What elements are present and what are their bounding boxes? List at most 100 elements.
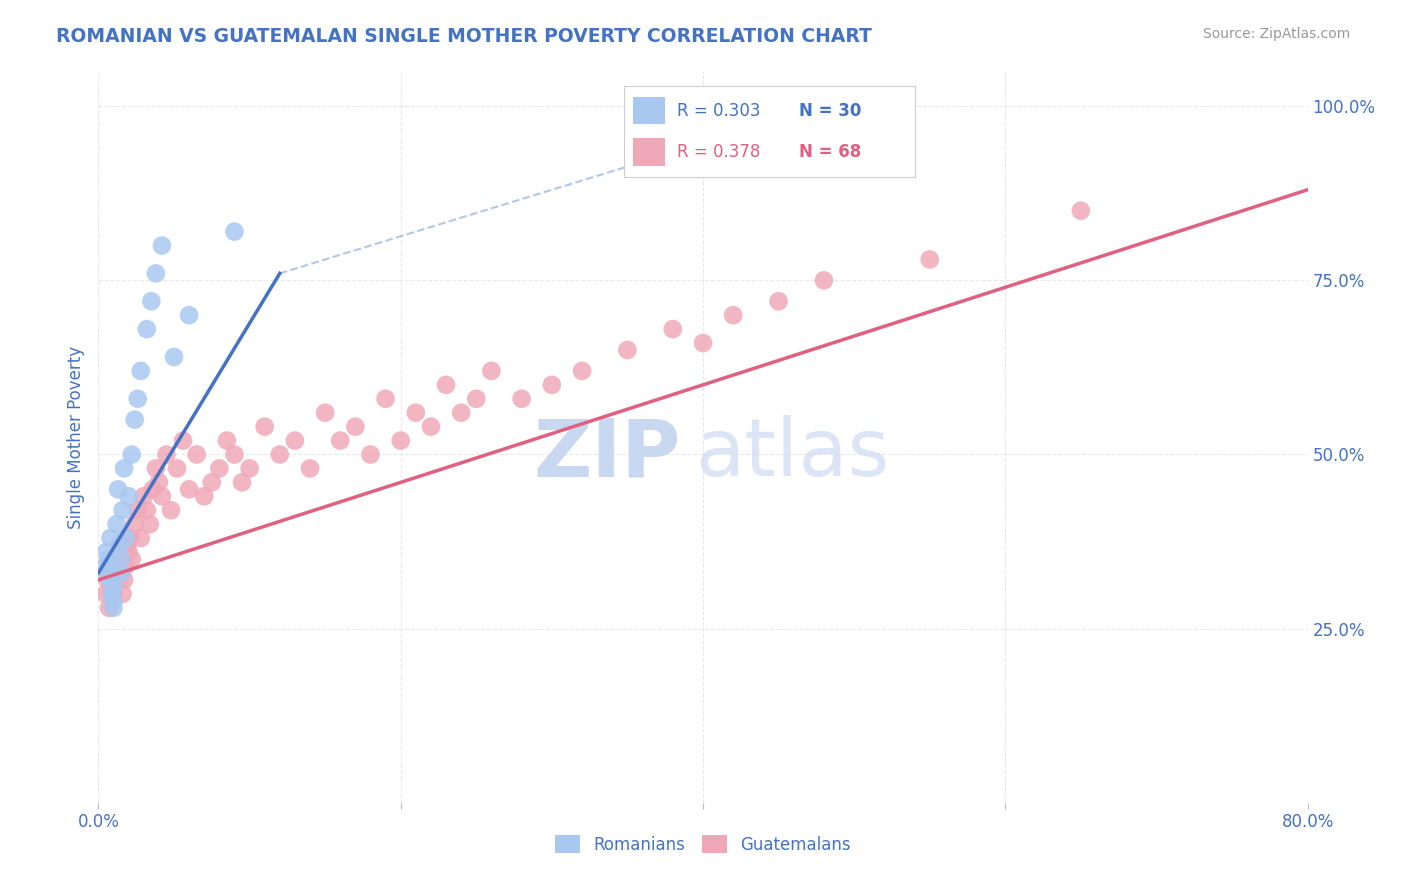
Point bbox=[481, 364, 503, 378]
Point bbox=[103, 600, 125, 615]
Point bbox=[112, 461, 135, 475]
Text: ZIP: ZIP bbox=[533, 416, 681, 493]
Point bbox=[193, 489, 215, 503]
Point bbox=[124, 517, 146, 532]
Point bbox=[299, 461, 322, 475]
Point bbox=[269, 448, 291, 462]
Point bbox=[405, 406, 427, 420]
Point bbox=[918, 252, 941, 267]
Point bbox=[1070, 203, 1092, 218]
Point bbox=[110, 552, 132, 566]
Point bbox=[360, 448, 382, 462]
Point bbox=[135, 322, 157, 336]
Point bbox=[111, 503, 134, 517]
Point bbox=[692, 336, 714, 351]
Point bbox=[166, 461, 188, 475]
Point bbox=[145, 266, 167, 280]
Point bbox=[96, 573, 118, 587]
Point bbox=[434, 377, 457, 392]
Point bbox=[139, 517, 162, 532]
Point bbox=[121, 552, 143, 566]
Point bbox=[94, 545, 117, 559]
Point bbox=[129, 364, 152, 378]
Point bbox=[768, 294, 790, 309]
Point bbox=[127, 392, 149, 406]
Point bbox=[118, 489, 141, 503]
Point bbox=[374, 392, 396, 406]
Text: ROMANIAN VS GUATEMALAN SINGLE MOTHER POVERTY CORRELATION CHART: ROMANIAN VS GUATEMALAN SINGLE MOTHER POV… bbox=[56, 27, 872, 45]
Point bbox=[465, 392, 488, 406]
Point bbox=[450, 406, 472, 420]
Point bbox=[201, 475, 224, 490]
Point bbox=[108, 545, 131, 559]
Point bbox=[118, 545, 141, 559]
Point bbox=[224, 448, 246, 462]
Point bbox=[145, 461, 167, 475]
Point bbox=[253, 419, 276, 434]
Point bbox=[571, 364, 593, 378]
Point bbox=[132, 489, 155, 503]
Point bbox=[110, 566, 132, 580]
Point bbox=[121, 448, 143, 462]
Point bbox=[208, 461, 231, 475]
Point bbox=[94, 558, 117, 573]
Text: Source: ZipAtlas.com: Source: ZipAtlas.com bbox=[1202, 27, 1350, 41]
Point bbox=[141, 294, 163, 309]
Text: atlas: atlas bbox=[696, 416, 890, 493]
Point bbox=[105, 517, 128, 532]
Point bbox=[114, 531, 136, 545]
Point bbox=[224, 225, 246, 239]
Point bbox=[98, 600, 121, 615]
Point bbox=[215, 434, 238, 448]
Point bbox=[115, 538, 138, 552]
Point bbox=[389, 434, 412, 448]
Point bbox=[540, 377, 562, 392]
Point bbox=[101, 587, 124, 601]
Point bbox=[107, 483, 129, 497]
Point bbox=[231, 475, 253, 490]
Point bbox=[150, 238, 173, 252]
Point bbox=[186, 448, 208, 462]
Point bbox=[124, 412, 146, 426]
Point bbox=[148, 475, 170, 490]
Point bbox=[155, 448, 177, 462]
Point bbox=[105, 552, 128, 566]
Point bbox=[112, 573, 135, 587]
Point bbox=[284, 434, 307, 448]
Point bbox=[108, 538, 131, 552]
Legend: Romanians, Guatemalans: Romanians, Guatemalans bbox=[548, 829, 858, 860]
Point bbox=[96, 566, 118, 580]
Point bbox=[616, 343, 638, 357]
Point bbox=[101, 580, 124, 594]
Point bbox=[120, 531, 142, 545]
Point bbox=[110, 566, 132, 580]
Point bbox=[111, 587, 134, 601]
Point bbox=[94, 587, 117, 601]
Point bbox=[179, 308, 201, 322]
Point bbox=[723, 308, 745, 322]
Point bbox=[510, 392, 533, 406]
Point bbox=[100, 573, 122, 587]
Point bbox=[114, 558, 136, 573]
Point bbox=[103, 587, 125, 601]
Point bbox=[172, 434, 194, 448]
Point bbox=[100, 558, 122, 573]
Point bbox=[127, 503, 149, 517]
Point bbox=[813, 273, 835, 287]
Point bbox=[661, 322, 683, 336]
Point bbox=[103, 566, 125, 580]
Point bbox=[314, 406, 336, 420]
Y-axis label: Single Mother Poverty: Single Mother Poverty bbox=[66, 345, 84, 529]
Point bbox=[344, 419, 367, 434]
Point bbox=[239, 461, 262, 475]
Point bbox=[163, 350, 186, 364]
Point bbox=[98, 552, 121, 566]
Point bbox=[103, 594, 125, 608]
Point bbox=[420, 419, 443, 434]
Point bbox=[150, 489, 173, 503]
Point bbox=[100, 531, 122, 545]
Point bbox=[103, 580, 125, 594]
Point bbox=[107, 573, 129, 587]
Point bbox=[135, 503, 157, 517]
Point bbox=[129, 531, 152, 545]
